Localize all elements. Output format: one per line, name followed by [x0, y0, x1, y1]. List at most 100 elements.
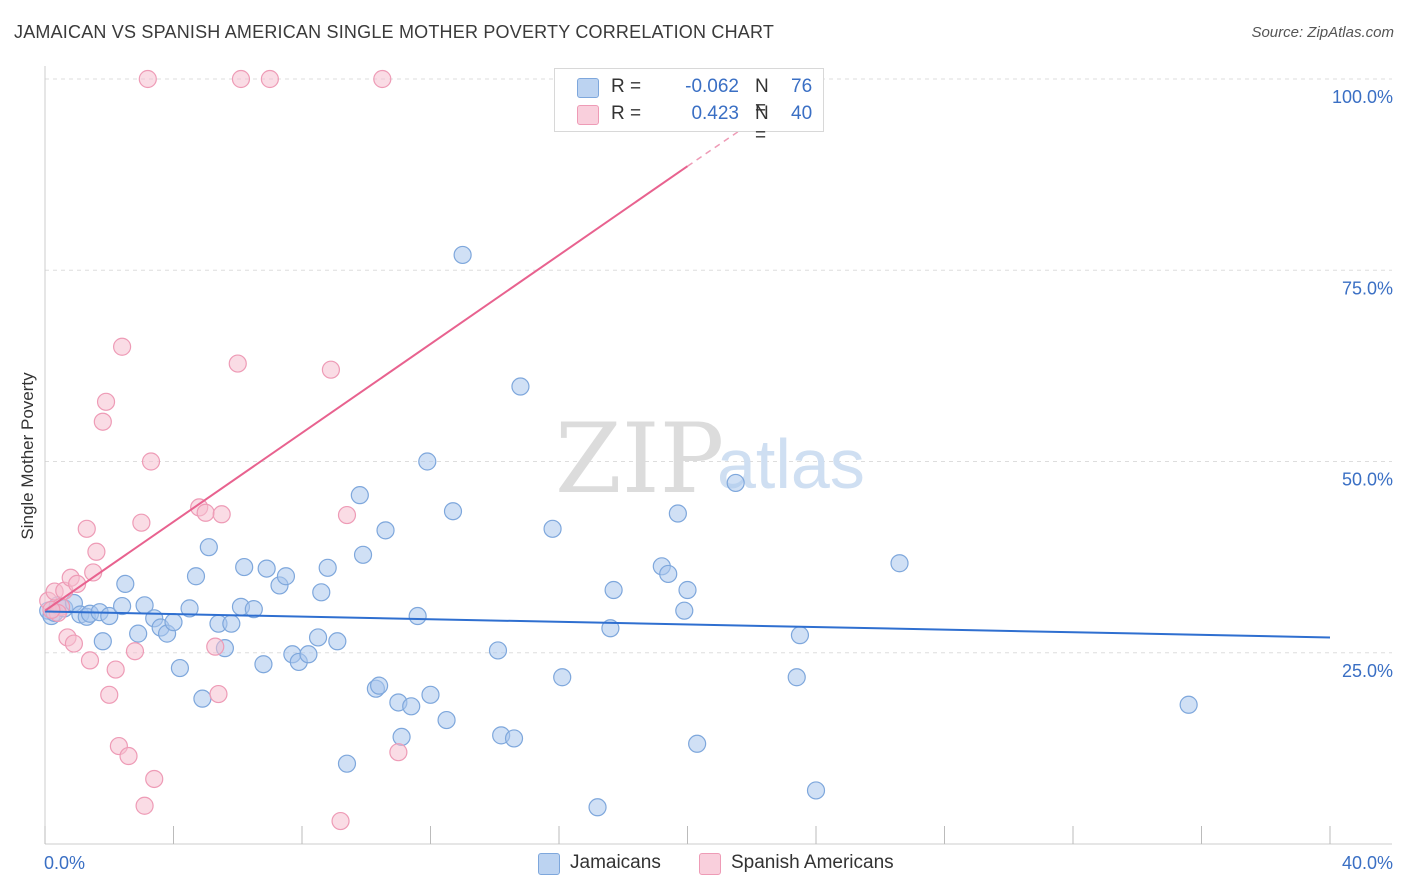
x-tick-label: 40.0%	[1342, 853, 1393, 873]
jamaican-point[interactable]	[726, 473, 745, 493]
y-tick-label: 50.0%	[1342, 470, 1393, 490]
legend-swatch-blue	[538, 853, 560, 875]
spanish-american-point[interactable]	[231, 69, 251, 89]
jamaican-point[interactable]	[1179, 695, 1198, 714]
spanish-american-point[interactable]	[196, 503, 215, 522]
spanish-american-point[interactable]	[42, 600, 61, 620]
jamaican-point[interactable]	[453, 245, 472, 265]
jamaican-point[interactable]	[588, 798, 607, 817]
jamaican-point[interactable]	[186, 567, 206, 586]
jamaican-point[interactable]	[199, 538, 218, 557]
jamaican-point[interactable]	[328, 632, 347, 651]
spanish-american-point[interactable]	[138, 69, 157, 89]
jamaican-point[interactable]	[193, 689, 212, 708]
jamaican-point[interactable]	[675, 601, 694, 620]
jamaican-point[interactable]	[299, 645, 318, 664]
spanish-american-point[interactable]	[112, 337, 132, 356]
spanish-american-point[interactable]	[106, 660, 125, 679]
jamaican-point[interactable]	[170, 658, 190, 678]
spanish-american-point[interactable]	[68, 574, 87, 594]
legend-r-label: R =	[611, 103, 642, 124]
jamaican-point[interactable]	[376, 521, 395, 540]
jamaican-point[interactable]	[370, 676, 389, 695]
jamaican-point[interactable]	[659, 564, 678, 584]
jamaican-point[interactable]	[254, 655, 273, 674]
spanish-american-point[interactable]	[212, 505, 231, 524]
jamaican-point[interactable]	[488, 641, 508, 660]
jamaican-point[interactable]	[421, 685, 440, 704]
x-tick-label: 0.0%	[44, 853, 85, 873]
y-tick-label: 100.0%	[1332, 87, 1393, 107]
spanish-american-point[interactable]	[206, 637, 225, 656]
jamaican-point[interactable]	[93, 632, 112, 651]
jamaican-point[interactable]	[235, 557, 254, 577]
jamaican-point[interactable]	[504, 729, 524, 748]
jamaican-point[interactable]	[353, 545, 373, 564]
jamaican-point[interactable]	[244, 600, 263, 619]
jamaican-point[interactable]	[678, 580, 697, 600]
jamaican-point[interactable]	[129, 624, 148, 643]
legend-label-spanish-americans: Spanish Americans	[731, 852, 894, 873]
jamaican-point[interactable]	[688, 734, 707, 753]
spanish-american-point[interactable]	[321, 360, 341, 379]
jamaican-point[interactable]	[337, 754, 357, 773]
jamaican-point[interactable]	[112, 596, 132, 616]
jamaican-point[interactable]	[668, 504, 687, 523]
jamaican-point[interactable]	[392, 727, 411, 747]
spanish-americans-trend-extension	[687, 99, 785, 167]
y-tick-label: 25.0%	[1342, 661, 1393, 681]
jamaican-point[interactable]	[601, 619, 620, 638]
jamaican-point[interactable]	[180, 599, 199, 618]
jamaicans-points	[39, 245, 1198, 817]
jamaican-point[interactable]	[408, 606, 427, 626]
legend-swatch-pink	[699, 853, 721, 875]
spanish-american-point[interactable]	[64, 634, 84, 653]
jamaican-point[interactable]	[116, 574, 135, 594]
spanish-american-point[interactable]	[141, 452, 161, 471]
jamaican-point[interactable]	[543, 519, 562, 538]
source-label: Source: ZipAtlas.com	[1251, 24, 1394, 41]
jamaican-point[interactable]	[553, 668, 572, 687]
jamaican-point[interactable]	[511, 377, 530, 396]
jamaican-point[interactable]	[276, 567, 296, 586]
jamaican-point[interactable]	[257, 559, 276, 578]
jamaican-point[interactable]	[402, 697, 421, 716]
jamaican-point[interactable]	[418, 452, 437, 471]
jamaican-point[interactable]	[222, 614, 241, 633]
spanish-american-point[interactable]	[389, 743, 408, 762]
spanish-american-point[interactable]	[145, 769, 164, 789]
jamaican-point[interactable]	[806, 781, 826, 800]
jamaican-point[interactable]	[318, 558, 337, 577]
jamaican-point[interactable]	[787, 668, 806, 687]
watermark-zip: ZIP	[555, 403, 724, 515]
spanish-american-point[interactable]	[93, 412, 112, 431]
spanish-american-point[interactable]	[135, 796, 154, 815]
jamaican-point[interactable]	[443, 502, 463, 521]
legend-n-value: 40	[791, 103, 813, 124]
jamaican-point[interactable]	[437, 710, 456, 730]
jamaican-point[interactable]	[308, 628, 328, 647]
spanish-american-point[interactable]	[80, 651, 100, 670]
spanish-american-point[interactable]	[373, 69, 392, 89]
spanish-american-point[interactable]	[228, 354, 247, 373]
spanish-american-point[interactable]	[100, 685, 119, 704]
spanish-american-point[interactable]	[260, 69, 279, 89]
spanish-american-point[interactable]	[125, 642, 145, 661]
spanish-american-point[interactable]	[209, 684, 228, 704]
spanish-american-point[interactable]	[119, 746, 138, 766]
jamaican-point[interactable]	[312, 583, 331, 602]
spanish-american-point[interactable]	[77, 519, 96, 538]
jamaican-point[interactable]	[164, 613, 183, 632]
spanish-american-point[interactable]	[337, 505, 357, 525]
jamaican-point[interactable]	[890, 554, 909, 573]
spanish-american-point[interactable]	[132, 513, 151, 532]
jamaican-point[interactable]	[350, 486, 369, 505]
y-axis-label: Single Mother Poverty	[18, 372, 37, 540]
jamaican-point[interactable]	[604, 580, 623, 600]
jamaican-point[interactable]	[790, 626, 810, 645]
spanish-american-point[interactable]	[331, 811, 350, 831]
spanish-american-point[interactable]	[96, 392, 116, 411]
spanish-american-point[interactable]	[87, 542, 106, 561]
jamaicans-trend-line	[44, 610, 1331, 639]
